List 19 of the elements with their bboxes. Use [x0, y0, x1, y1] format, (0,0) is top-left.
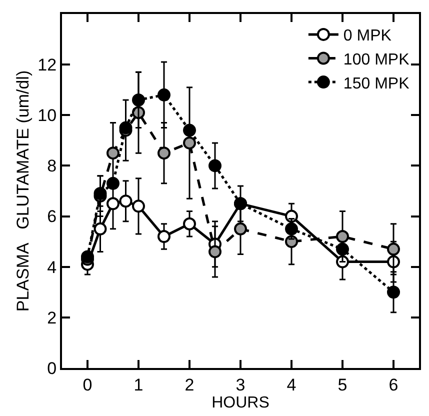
- x-tick-label: 5: [338, 375, 348, 394]
- x-axis-title: HOURS: [212, 394, 270, 412]
- x-tick-label: 3: [236, 375, 246, 394]
- y-tick-label: 4: [47, 258, 57, 277]
- y-axis-title: PLASMA GLUTAMATE (um/dl): [14, 70, 33, 312]
- y-tick-label: 0: [47, 358, 57, 378]
- x-tick-label: 1: [134, 375, 144, 394]
- y-tick-label: 6: [47, 207, 57, 226]
- x-tick-label: 2: [184, 375, 194, 394]
- x-tick-label: 4: [286, 375, 296, 394]
- y-tick-label: 8: [47, 156, 57, 176]
- y-tick-label: 12: [38, 56, 57, 75]
- y-tick-label: 10: [38, 106, 57, 126]
- y-tick-label: 2: [47, 308, 57, 328]
- x-tick-label: 0: [82, 375, 92, 394]
- legend-label: 150 MPK: [343, 75, 410, 92]
- x-tick-label: 6: [388, 375, 398, 394]
- legend-label: 100 MPK: [343, 51, 410, 68]
- legend-label: 0 MPK: [343, 28, 392, 45]
